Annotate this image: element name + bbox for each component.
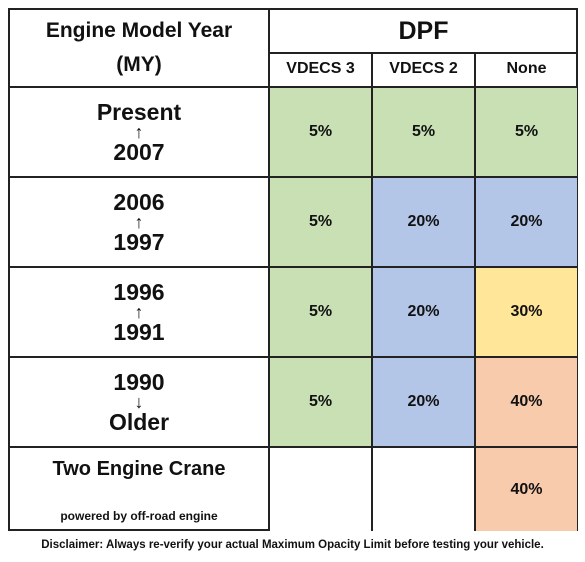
opacity-limit-cell: 5%	[476, 88, 577, 176]
disclaimer-text: Disclaimer: Always re-verify your actual…	[41, 539, 544, 551]
opacity-limit-table: Engine Model Year (MY) DPF VDECS 3 VDECS…	[8, 8, 578, 531]
divider	[10, 446, 578, 448]
subheader-vdecs2: VDECS 2	[389, 60, 458, 77]
two-engine-crane-row: Two Engine Crane powered by off-road eng…	[10, 450, 268, 531]
year-top: 1990	[113, 369, 165, 395]
year-range-row-2: 2006 ↑ 1997	[10, 178, 268, 266]
opacity-limit-cell: 20%	[373, 268, 474, 362]
year-top: Present	[96, 99, 182, 125]
year-range-row-1: Present ↑ 2007	[10, 88, 268, 176]
opacity-limit-cell: 20%	[373, 358, 474, 452]
arrow-up-icon: ↑	[134, 302, 144, 322]
opacity-limit-cell: 5%	[270, 358, 371, 452]
year-bottom: 1991	[113, 319, 165, 345]
opacity-limit-cell: 5%	[270, 268, 371, 362]
divider	[268, 10, 270, 531]
divider	[10, 176, 578, 178]
year-range-row-3: 1996 ↑ 1991	[10, 268, 268, 356]
opacity-limit-cell: 5%	[270, 178, 371, 272]
arrow-down-icon: ↓	[134, 392, 144, 412]
year-top: 1996	[113, 279, 165, 305]
year-top: 2006	[113, 189, 165, 215]
divider	[10, 266, 578, 268]
opacity-limit-cell: 40%	[476, 358, 577, 452]
arrow-up-icon: ↑	[134, 212, 144, 232]
engine-model-year-header: Engine Model Year (MY)	[10, 10, 268, 86]
crane-opacity-limit-cell	[270, 448, 371, 531]
engine-model-year-label: Engine Model Year	[45, 19, 233, 42]
divider	[268, 52, 578, 54]
opacity-limit-cell: 5%	[373, 88, 474, 176]
year-bottom: 1997	[113, 229, 165, 255]
crane-title: Two Engine Crane	[52, 458, 226, 480]
subheader-vdecs3: VDECS 3	[286, 60, 355, 77]
crane-opacity-limit-cell	[373, 448, 474, 531]
arrow-up-icon: ↑	[134, 122, 144, 142]
year-range-row-4: 1990 ↓ Older	[10, 358, 268, 446]
year-bottom: 2007	[113, 139, 165, 165]
crane-subtitle: powered by off-road engine	[60, 509, 218, 523]
divider	[371, 52, 373, 531]
opacity-limit-cell: 30%	[476, 268, 577, 362]
divider	[10, 356, 578, 358]
my-label: (MY)	[116, 53, 162, 76]
crane-opacity-limit-cell: 40%	[476, 448, 577, 531]
dpf-header: DPF	[398, 16, 449, 45]
opacity-limit-cell: 20%	[476, 178, 577, 272]
divider	[10, 86, 578, 88]
opacity-limit-cell: 20%	[373, 178, 474, 272]
year-bottom: Older	[108, 409, 170, 435]
subheader-none: None	[506, 60, 547, 77]
opacity-limit-cell: 5%	[270, 88, 371, 176]
divider	[474, 52, 476, 531]
